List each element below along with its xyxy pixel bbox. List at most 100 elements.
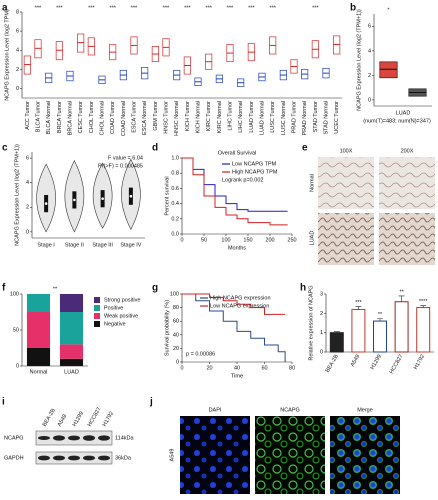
size-label: 36kDa [115,455,132,461]
panel-letter: h [300,283,306,294]
y-tick-label: 0 [320,349,323,355]
y-tick-label: 0 [16,363,19,369]
survival-curve [182,157,288,226]
panel-letter: d [152,143,158,154]
y-tick-label: 0.2 [171,216,179,222]
chart-title: Overall Survival [218,150,257,156]
x-tick-label: 60 [261,365,267,371]
legend-swatch [94,297,100,303]
row-label: Normal [309,174,315,192]
bar-segment [59,344,84,359]
survival-curve [182,293,286,362]
x-tick-label: Normal [30,369,48,375]
significance: *** [109,5,116,11]
y-tick-label: 4 [368,48,371,54]
x-tick-label: Stage III [92,242,113,248]
protein-label: NCAPG [4,435,24,441]
x-tick-label: BLCA Normal [46,101,52,134]
y-axis-label: Relative expression of NCAPG [308,285,314,360]
x-tick-label: BRCA Normal [67,101,73,135]
x-tick-label: COAD Tumor [110,101,116,134]
y-tick-label: 0 [176,359,179,365]
y-axis-label: NCAPG Expression Level (log2 (TPM+1)) [14,144,20,246]
median [129,194,133,198]
legend-label: High NCAPG TPM [232,169,278,175]
y-tick-label: 100 [10,291,19,297]
fluorescence-image [255,416,325,494]
x-tick-label: COAD Normal [121,101,127,136]
y-tick-label: 0.6 [171,186,179,192]
x-tick-label: KICH Tumor [185,101,191,131]
y-tick-label: 100 [170,291,179,297]
column-label: DAPI [209,407,222,413]
size-label: 114kDa [115,435,134,441]
x-tick-label: 200 [265,237,274,243]
column-label: 100X [340,148,353,154]
x-tick-label: A549 [350,354,362,368]
y-axis-label: NCAPG Expression Level (log2 TPM) [4,9,10,101]
x-tick-label: BEA-2B [325,353,340,373]
panel-letter: e [302,143,308,154]
error-bar [420,305,427,308]
legend-label: Strong positive [104,297,140,303]
y-tick-label: 6 [368,24,371,30]
median [101,197,104,200]
x-tick-label: H1792 [413,354,426,371]
x-tick-label: LIHC Normal [238,101,244,133]
x-tick-label: LUSC Tumor [270,101,276,133]
annotation: p = 0.00086 [186,351,215,357]
y-tick-label: 2 [368,73,371,79]
significance: *** [163,5,170,11]
x-tick-label: KIRC Tumor [206,101,212,131]
x-tick-label: 80 [289,365,295,371]
x-tick-label: 50 [201,237,207,243]
bar [351,308,366,353]
annotation: Pr(>F) = 0.000485 [98,163,143,169]
y-tick-label: 50 [13,327,19,333]
ihc-image [318,157,374,209]
panel-letter: i [2,397,5,408]
y-tick-label: 60 [173,319,179,325]
lane-label: H1299 [72,411,85,428]
annotation: F value = 6.04 [108,155,143,161]
x-tick-label: KIRC Normal [217,101,223,133]
y-axis-label: NCAPG Expression Level (log2 (TPM+1)) [356,9,362,111]
error-bar [377,318,383,322]
lane-label: HCC827 [87,406,103,427]
fluorescence-image [180,416,250,494]
ihc-image [379,157,435,209]
x-tick-label: LIHC Tumor [227,101,233,131]
significance: *** [269,5,276,11]
x-tick-label: 0 [180,365,183,371]
y-tick-label: 40 [173,332,179,338]
y-tick-label: 0.8 [171,171,179,177]
bar-segment [59,358,84,366]
row-label: A549 [169,449,175,462]
y-tick-label: 6 [26,156,29,162]
y-tick-label: 0 [26,229,29,235]
panel-j: j DAPI NCAPG Merge A549 [149,397,400,494]
legend-label: Negative [104,321,126,327]
panel-letter: c [2,143,8,154]
y-tick-label: 6 [16,29,19,35]
bar-segment [26,294,51,312]
y-tick-label: 0 [368,97,371,103]
bar [373,320,387,353]
axis [21,12,342,99]
significance: * [387,7,390,13]
legend-label: Weak positive [104,313,138,319]
y-tick-label: 0.0 [171,231,179,237]
y-tick-label: 2 [16,67,19,73]
x-tick-label: GBM Tumor [153,101,159,131]
box [379,61,398,79]
legend-label: Low NCAPG expression [210,303,269,309]
x-tick-label: LUAD [64,369,79,375]
x-tick-label: ACC Tumor [25,101,31,130]
bar [329,332,344,353]
significance: *** [131,5,138,11]
lane-label: BEA-2B [42,407,57,427]
x-tick-label: CHOL Normal [99,101,105,135]
x-tick-label: STAD Tumor [313,101,319,133]
y-tick-label: 4 [16,48,19,54]
